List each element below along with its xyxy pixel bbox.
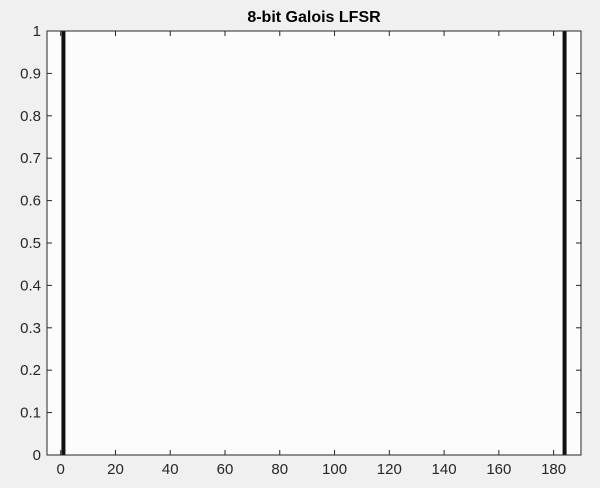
y-tick-label: 0.2 (20, 362, 41, 379)
x-tick-label: 100 (322, 461, 347, 478)
y-tick-label: 0.3 (20, 320, 41, 337)
x-tick-label: 160 (486, 461, 511, 478)
bar (562, 31, 567, 455)
y-tick-label: 0 (33, 447, 41, 464)
x-tick-label: 140 (432, 461, 457, 478)
y-tick-label: 0.8 (20, 108, 41, 125)
x-tick-label: 60 (217, 461, 234, 478)
bar (61, 31, 66, 455)
y-tick-label: 0.4 (20, 277, 41, 294)
y-tick-label: 0.6 (20, 193, 41, 210)
y-axis-ticks: 0 0.1 0.2 0.3 0.4 0.5 0.6 0.7 0.8 0.9 1 (20, 23, 581, 464)
axes-background (47, 31, 581, 455)
chart-title: 8-bit Galois LFSR (247, 9, 381, 26)
y-tick-label: 0.1 (20, 405, 41, 422)
x-tick-label: 80 (271, 461, 288, 478)
x-tick-label: 0 (57, 461, 65, 478)
bars-layer (61, 31, 567, 455)
x-tick-label: 20 (107, 461, 124, 478)
y-tick-label: 0.7 (20, 150, 41, 167)
x-tick-label: 180 (541, 461, 566, 478)
y-tick-label: 1 (33, 23, 41, 40)
x-tick-label: 40 (162, 461, 179, 478)
y-tick-label: 0.5 (20, 235, 41, 252)
x-tick-label: 120 (377, 461, 402, 478)
y-tick-label: 0.9 (20, 65, 41, 82)
x-axis-ticks: 0 20 40 60 80 100 120 140 160 180 (57, 31, 566, 478)
